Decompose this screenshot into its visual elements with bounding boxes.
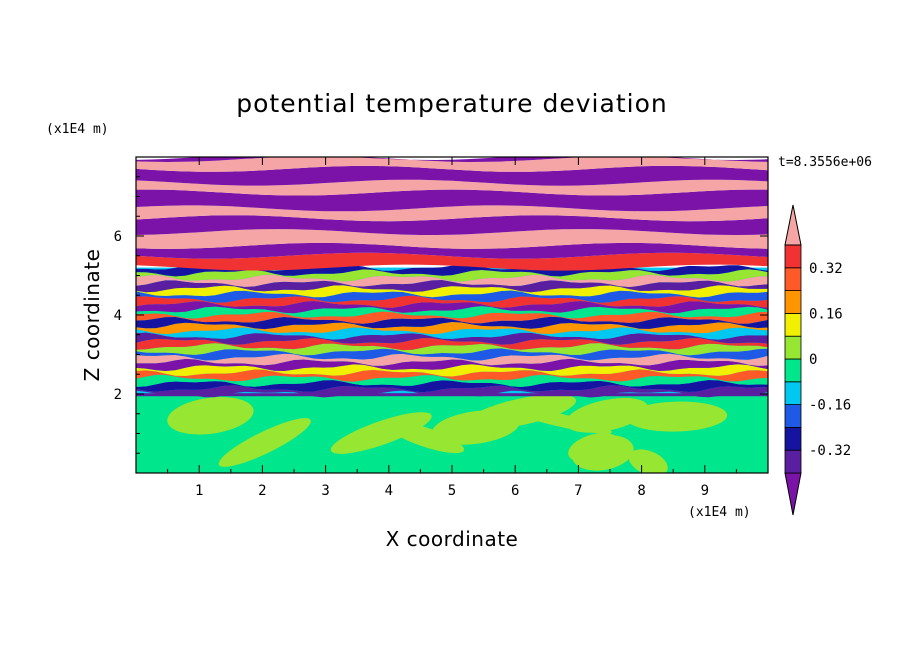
field-band — [136, 285, 768, 298]
field-band — [136, 316, 768, 330]
x-tick-label: 9 — [701, 483, 709, 499]
field-band — [136, 290, 768, 303]
field-band — [136, 369, 768, 382]
field-band — [136, 380, 768, 393]
field-band — [136, 348, 768, 361]
field-band-upper — [136, 242, 768, 259]
colorbar-band — [784, 449, 802, 474]
field-patch — [218, 418, 311, 467]
y-unit-label: (x1E4 m) — [46, 122, 109, 137]
field-patch — [330, 412, 432, 454]
heatmap-field — [136, 157, 768, 473]
field-band-upper — [136, 189, 768, 212]
x-axis-label: X coordinate — [386, 527, 519, 551]
colorbar-band — [784, 358, 802, 383]
field-band-upper — [136, 215, 768, 235]
field-patch — [625, 401, 728, 432]
colorbar-band — [784, 312, 802, 337]
field-band — [136, 274, 768, 287]
field-band — [136, 343, 768, 356]
colorbar-tick-label: -0.32 — [809, 443, 851, 459]
colorbar-band — [784, 267, 802, 291]
colorbar-band — [784, 244, 802, 269]
field-band-upper — [136, 252, 768, 271]
field-patch — [431, 410, 520, 445]
x-tick-label: 1 — [195, 483, 203, 499]
colorbar-band — [784, 426, 802, 451]
time-label: t=8.3556e+06 — [778, 155, 872, 170]
field-band — [136, 358, 768, 371]
x-tick-label: 4 — [385, 483, 393, 499]
x-tick-label: 2 — [258, 483, 266, 499]
field-band — [136, 327, 768, 340]
x-axis: 1 2 3 4 5 6 7 8 9 — [167, 157, 737, 499]
field-band — [136, 364, 768, 377]
colorbar-tick-label: 0.32 — [809, 261, 843, 277]
colorbar-extend-low — [784, 472, 802, 516]
colorbar: 0.32 0.16 0 -0.16 -0.32 — [784, 204, 851, 516]
field-patch — [628, 449, 668, 473]
field-band — [136, 353, 768, 366]
field-band — [136, 269, 768, 282]
field-patch — [504, 405, 612, 434]
field-band — [136, 332, 768, 345]
colorbar-tick-label: 0 — [809, 352, 817, 368]
colorbar-tick-label: 0.16 — [809, 306, 843, 322]
x-tick-label: 6 — [511, 483, 519, 499]
colorbar-extend-high — [784, 204, 802, 246]
x-tick-label: 7 — [574, 483, 582, 499]
y-tick-label: 6 — [114, 229, 122, 245]
field-band-upper — [136, 165, 768, 186]
colorbar-band — [784, 290, 802, 314]
field-band-upper — [136, 179, 768, 196]
field-band — [136, 311, 768, 324]
field-band-upper — [136, 229, 768, 249]
colorbar-band — [784, 404, 802, 428]
field-band — [136, 295, 768, 308]
x-tick-label: 3 — [321, 483, 329, 499]
field-band — [136, 322, 768, 335]
field-patch — [568, 432, 619, 463]
field-band — [136, 374, 768, 387]
colorbar-tick-label: -0.16 — [809, 398, 851, 414]
field-interface — [136, 393, 768, 397]
chart-title: potential temperature deviation — [236, 89, 667, 118]
x-tick-label: 8 — [637, 483, 645, 499]
x-unit-label: (x1E4 m) — [688, 505, 751, 520]
y-tick-label: 4 — [114, 308, 122, 324]
y-tick-label: 2 — [114, 387, 122, 403]
y-axis-label: Z coordinate — [80, 249, 104, 382]
field-band — [136, 306, 768, 319]
x-tick-label: 5 — [448, 483, 456, 499]
field-band — [136, 301, 768, 314]
field-band — [136, 264, 768, 277]
field-patch — [167, 397, 254, 435]
colorbar-band — [784, 335, 802, 360]
field-band — [136, 280, 768, 293]
field-band-upper — [136, 205, 768, 222]
y-axis: 2 4 6 — [114, 176, 768, 454]
colorbar-band — [784, 381, 802, 405]
field-band — [136, 338, 768, 351]
